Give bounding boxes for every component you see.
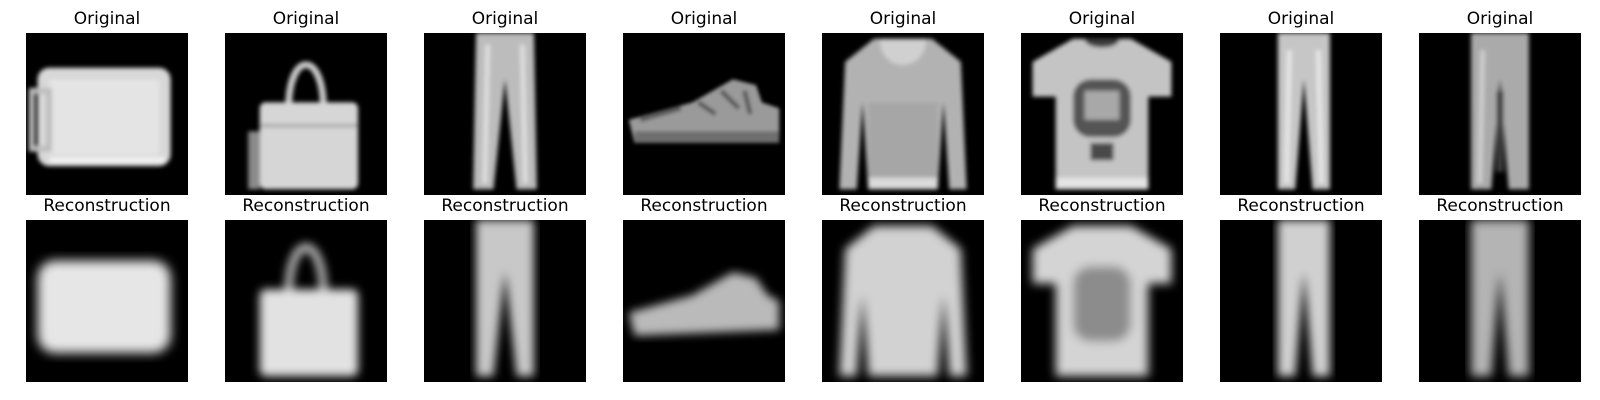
cell-title: Original	[73, 9, 141, 29]
cell-title: Original	[869, 9, 937, 29]
cell-title: Original	[471, 9, 539, 29]
original-trouser-image	[1419, 33, 1581, 195]
cell-title: Reconstruction	[1038, 196, 1166, 216]
original-trouser-image	[424, 33, 586, 195]
cell-title: Original	[1466, 9, 1534, 29]
cell-title: Reconstruction	[1237, 196, 1365, 216]
cell-title: Reconstruction	[242, 196, 370, 216]
original-hoodie-image	[822, 33, 984, 195]
cell-title: Reconstruction	[1436, 196, 1564, 216]
cell-title: Original	[1267, 9, 1335, 29]
original-handbag-image	[225, 33, 387, 195]
original-t-shirt-image	[1021, 33, 1183, 195]
reconstruction-pullover-image	[822, 220, 984, 382]
reconstruction-trouser-image	[424, 220, 586, 382]
reconstruction-trouser-image	[1220, 220, 1382, 382]
cell-title: Reconstruction	[640, 196, 768, 216]
cell-title: Reconstruction	[43, 196, 171, 216]
cell-title: Original	[272, 9, 340, 29]
cell-title: Reconstruction	[839, 196, 967, 216]
cell-title: Original	[670, 9, 738, 29]
reconstruction-t-shirt-image	[1021, 220, 1183, 382]
cell-title: Reconstruction	[441, 196, 569, 216]
reconstruction-handbag-image	[225, 220, 387, 382]
original-bag-image	[26, 33, 188, 195]
reconstruction-bag-image	[26, 220, 188, 382]
reconstruction-trouser-image	[1419, 220, 1581, 382]
original-sneaker-image	[623, 33, 785, 195]
reconstruction-sneaker-image	[623, 220, 785, 382]
cell-title: Original	[1068, 9, 1136, 29]
original-trouser-image	[1220, 33, 1382, 195]
